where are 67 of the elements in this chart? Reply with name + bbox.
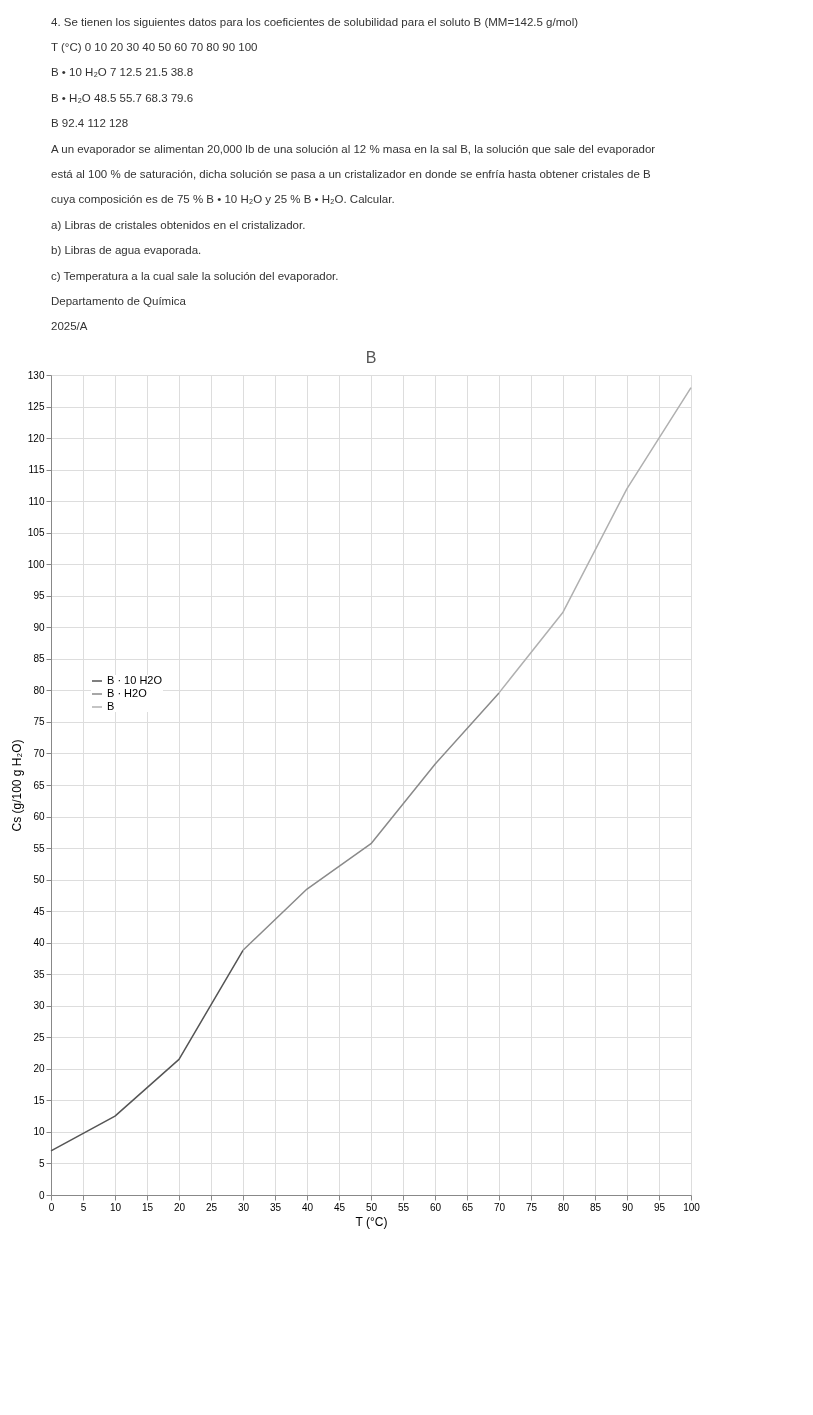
y-tick-label: 130 xyxy=(27,369,45,381)
y-tick-label: 85 xyxy=(33,653,45,665)
x-tick-label: 100 xyxy=(683,1201,701,1213)
x-tick-label: 5 xyxy=(80,1201,87,1213)
text: T (°C) 0 10 20 30 40 50 60 70 80 90 100 xyxy=(51,41,258,54)
legend-label: B · H2O xyxy=(107,687,148,699)
x-tick-label: 10 xyxy=(109,1201,122,1213)
y-axis-title: Cs (g/100 g H₂O) xyxy=(9,739,24,832)
x-tick-label: 0 xyxy=(48,1201,55,1213)
y-tick-label: 45 xyxy=(33,905,45,917)
x-tick-label: 95 xyxy=(653,1201,666,1213)
chart-title: B xyxy=(365,349,377,366)
x-tick-label: 80 xyxy=(557,1201,570,1213)
y-tick-label: 10 xyxy=(33,1126,45,1138)
y-tick-label: 70 xyxy=(33,747,45,759)
x-tick-label: 35 xyxy=(269,1201,282,1213)
x-axis-title: T (°C) xyxy=(355,1214,388,1229)
x-tick-label: 75 xyxy=(525,1201,538,1213)
y-tick-label: 125 xyxy=(27,401,45,413)
x-tick-label: 20 xyxy=(173,1201,186,1213)
x-tick-label: 70 xyxy=(493,1201,506,1213)
text: cuya composición es de 75 % B • 10 H₂O y 25 % B • H₂O. Calcular. xyxy=(51,193,395,206)
text: A un evaporador se alimentan 20,000 lb de una solución al 12 % masa en la sal B, la solución que sale del evaporador xyxy=(51,142,656,155)
x-tick-label: 50 xyxy=(365,1201,378,1213)
y-tick-label: 90 xyxy=(33,621,45,633)
y-tick-label: 0 xyxy=(38,1189,45,1201)
y-tick-label: 110 xyxy=(28,495,45,507)
y-tick-label: 65 xyxy=(33,779,45,791)
y-tick-label: 20 xyxy=(33,1063,45,1075)
y-tick-label: 5 xyxy=(38,1157,45,1169)
x-tick-label: 15 xyxy=(141,1201,154,1213)
legend-label: B xyxy=(107,700,115,712)
x-tick-label: 90 xyxy=(621,1201,634,1213)
x-tick-label: 30 xyxy=(237,1201,250,1213)
legend-label: B · 10 H2O xyxy=(107,674,163,686)
text: 4. Se tienen los siguientes datos para los coeficientes de solubilidad para el soluto B (MM=142.5 g/mol) xyxy=(51,15,579,28)
y-tick-label: 50 xyxy=(33,874,45,886)
y-tick-label: 105 xyxy=(27,527,45,539)
x-tick-label: 60 xyxy=(429,1201,442,1213)
y-tick-label: 55 xyxy=(33,842,45,854)
x-tick-label: 65 xyxy=(461,1201,474,1213)
text: a) Libras de cristales obtenidos en el cristalizador. xyxy=(51,218,306,231)
text: 2025/A xyxy=(51,320,88,333)
y-tick-label: 75 xyxy=(33,716,45,728)
text: B • 10 H₂O 7 12.5 21.5 38.8 xyxy=(51,66,194,79)
text: B • H₂O 48.5 55.7 68.3 79.6 xyxy=(51,91,194,104)
x-tick-label: 55 xyxy=(397,1201,410,1213)
y-tick-label: 15 xyxy=(33,1094,45,1106)
x-tick-label: 85 xyxy=(589,1201,602,1213)
y-tick-label: 40 xyxy=(33,937,45,949)
x-tick-label: 45 xyxy=(333,1201,346,1213)
y-tick-label: 115 xyxy=(28,464,45,476)
y-tick-label: 60 xyxy=(33,811,45,823)
y-tick-label: 100 xyxy=(27,558,45,570)
y-tick-label: 30 xyxy=(33,1000,45,1012)
text: B 92.4 112 128 xyxy=(51,117,129,130)
text: está al 100 % de saturación, dicha solución se pasa a un cristalizador en donde se enfría hasta obtener cristales de B xyxy=(51,168,651,180)
text: b) Libras de agua evaporada. xyxy=(51,244,202,257)
y-tick-label: 120 xyxy=(27,432,45,444)
x-tick-label: 25 xyxy=(205,1201,218,1213)
y-tick-label: 25 xyxy=(33,1031,45,1043)
x-tick-label: 40 xyxy=(301,1201,314,1213)
text: c) Temperatura a la cual sale la solución del evaporador. xyxy=(51,269,339,282)
y-tick-label: 35 xyxy=(33,968,45,980)
text: Departamento de Química xyxy=(51,294,187,307)
y-tick-label: 80 xyxy=(33,684,45,696)
y-tick-label: 95 xyxy=(33,590,45,602)
